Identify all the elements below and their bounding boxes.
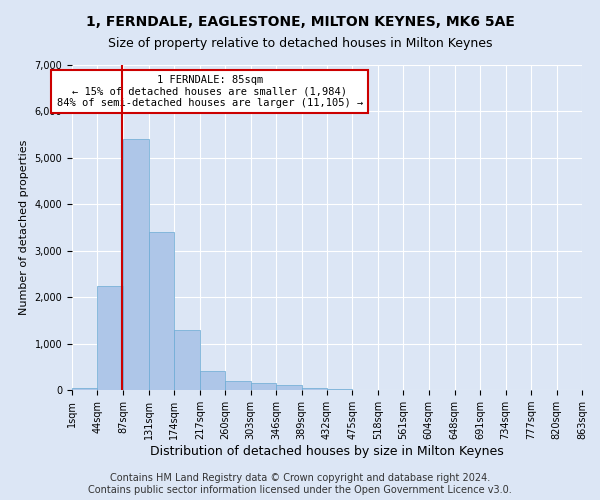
Bar xyxy=(251,383,276,390)
X-axis label: Distribution of detached houses by size in Milton Keynes: Distribution of detached houses by size … xyxy=(150,445,504,458)
Bar xyxy=(175,330,200,390)
Bar xyxy=(123,140,149,390)
Bar xyxy=(200,372,225,390)
Bar xyxy=(276,386,302,390)
Bar xyxy=(97,286,123,390)
Bar xyxy=(72,388,97,390)
Text: Size of property relative to detached houses in Milton Keynes: Size of property relative to detached ho… xyxy=(108,38,492,51)
Text: 1, FERNDALE, EAGLESTONE, MILTON KEYNES, MK6 5AE: 1, FERNDALE, EAGLESTONE, MILTON KEYNES, … xyxy=(86,15,514,29)
Bar xyxy=(225,380,251,390)
Text: 1 FERNDALE: 85sqm
← 15% of detached houses are smaller (1,984)
84% of semi-detac: 1 FERNDALE: 85sqm ← 15% of detached hous… xyxy=(56,74,363,108)
Text: Contains HM Land Registry data © Crown copyright and database right 2024.
Contai: Contains HM Land Registry data © Crown c… xyxy=(88,474,512,495)
Bar xyxy=(302,388,327,390)
Bar xyxy=(149,232,175,390)
Y-axis label: Number of detached properties: Number of detached properties xyxy=(19,140,29,315)
Bar xyxy=(327,388,352,390)
